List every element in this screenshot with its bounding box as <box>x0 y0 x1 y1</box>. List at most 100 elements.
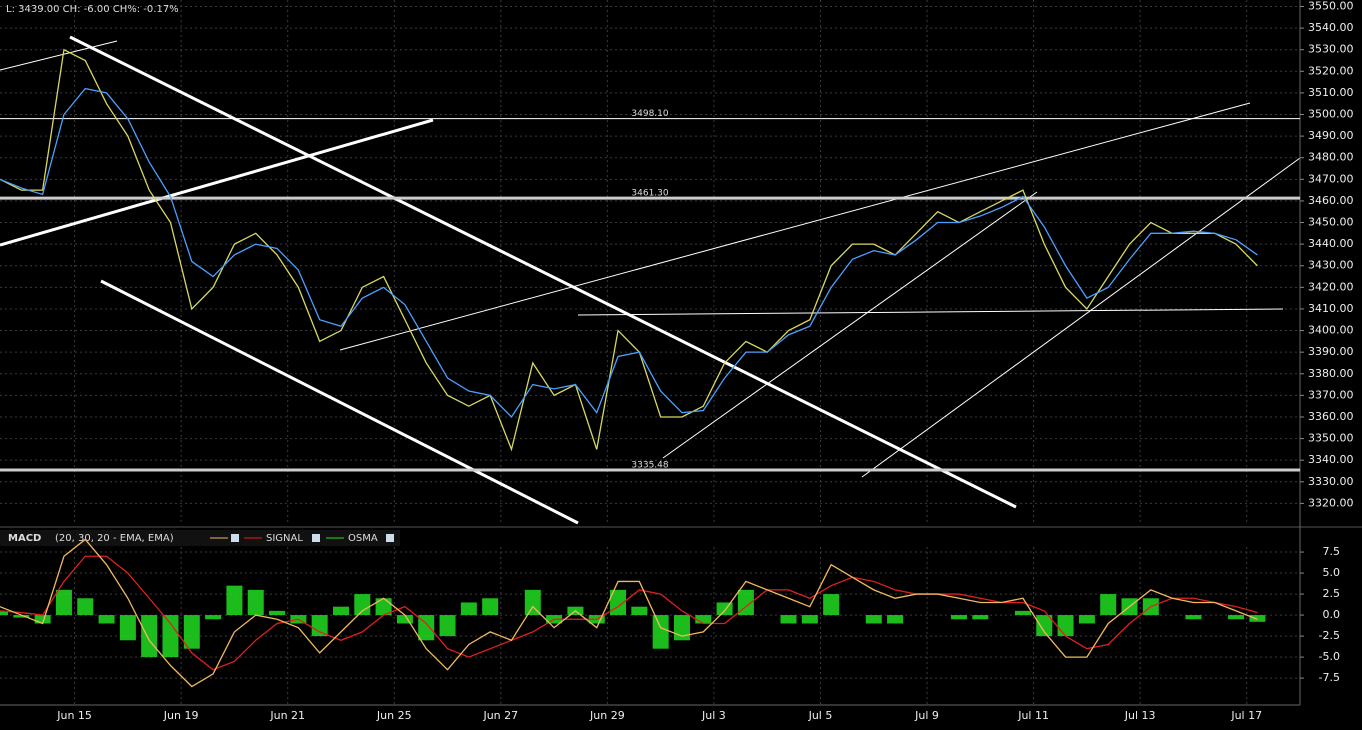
status-text: L: 3439.00 CH: -6.00 CH%: -0.17% <box>6 4 179 15</box>
y-tick-label: 3410.00 <box>1308 302 1354 315</box>
x-tick-label: Jul 17 <box>1230 709 1262 722</box>
osma-bar <box>183 615 200 649</box>
osma-bar <box>119 615 136 641</box>
legend-checkbox[interactable] <box>386 534 394 542</box>
legend-checkbox[interactable] <box>231 534 239 542</box>
y-tick-label: 3430.00 <box>1308 259 1354 272</box>
osma-bar <box>524 589 541 616</box>
osma-bar <box>695 615 712 624</box>
y-tick-label: 3330.00 <box>1308 475 1354 488</box>
series-line <box>0 555 1258 671</box>
y-tick-label: -5.0 <box>1319 650 1340 663</box>
x-tick-label: Jun 15 <box>56 709 92 722</box>
osma-bar <box>887 615 904 624</box>
series-line <box>0 87 1258 419</box>
osma-bar <box>55 589 72 616</box>
osma-bar <box>780 615 797 624</box>
legend-label: SIGNAL <box>266 533 303 544</box>
osma-bar <box>865 615 882 624</box>
indicator-title: MACD <box>8 533 41 544</box>
osma-bar <box>823 594 840 616</box>
y-tick-label: 3500.00 <box>1308 108 1354 121</box>
x-tick-label: Jul 9 <box>914 709 939 722</box>
osma-bar <box>34 615 51 624</box>
osma-bar <box>311 615 328 637</box>
x-tick-label: Jul 11 <box>1017 709 1049 722</box>
price-level-label: 3498.10 <box>631 109 668 119</box>
osma-bar <box>1100 594 1117 616</box>
legend-bar <box>0 530 400 546</box>
y-tick-label: 3510.00 <box>1308 86 1354 99</box>
osma-bar <box>205 615 222 620</box>
y-tick-label: 3450.00 <box>1308 216 1354 229</box>
series-line <box>0 48 1258 452</box>
osma-bar <box>1185 615 1202 620</box>
trend-line <box>0 40 118 71</box>
trend-line <box>339 102 1251 351</box>
y-tick-label: 5.0 <box>1323 566 1341 579</box>
osma-bar <box>652 615 669 649</box>
y-tick-label: 3360.00 <box>1308 410 1354 423</box>
y-tick-label: 3350.00 <box>1308 432 1354 445</box>
y-tick-label: 3390.00 <box>1308 345 1354 358</box>
osma-bar <box>460 602 477 616</box>
osma-bar <box>1249 615 1266 622</box>
osma-bar <box>737 589 754 616</box>
y-tick-label: -2.5 <box>1319 629 1340 642</box>
trend-line <box>662 191 1038 459</box>
y-tick-label: 3400.00 <box>1308 324 1354 337</box>
osma-bar <box>269 610 286 616</box>
trend-line <box>69 35 1017 509</box>
osma-bar <box>226 585 243 616</box>
osma-bar <box>354 594 371 616</box>
y-tick-label: 3460.00 <box>1308 194 1354 207</box>
osma-bar <box>801 615 818 624</box>
legend-checkbox[interactable] <box>312 534 320 542</box>
y-tick-label: 0.0 <box>1323 608 1341 621</box>
x-tick-label: Jun 21 <box>269 709 305 722</box>
osma-bar <box>141 615 158 658</box>
osma-bar <box>951 615 968 620</box>
y-tick-label: 3540.00 <box>1308 21 1354 34</box>
osma-bar <box>98 615 115 624</box>
osma-bar <box>396 615 413 624</box>
x-tick-label: Jun 27 <box>482 709 518 722</box>
trend-line <box>861 157 1301 478</box>
y-tick-label: 3490.00 <box>1308 129 1354 142</box>
legend-label: OSMA <box>348 533 378 544</box>
y-tick-label: 7.5 <box>1323 545 1341 558</box>
osma-bar <box>1057 615 1074 637</box>
y-tick-label: 3470.00 <box>1308 172 1354 185</box>
x-tick-label: Jul 13 <box>1124 709 1156 722</box>
trend-line <box>0 118 434 247</box>
series-line <box>0 538 1258 688</box>
x-tick-label: Jun 29 <box>589 709 625 722</box>
trend-line <box>100 279 579 525</box>
y-tick-label: 3340.00 <box>1308 453 1354 466</box>
price-level-label: 3461.30 <box>631 189 668 199</box>
x-tick-label: Jun 25 <box>376 709 412 722</box>
x-tick-label: Jun 19 <box>163 709 199 722</box>
y-tick-label: 3480.00 <box>1308 151 1354 164</box>
osma-bar <box>631 606 648 616</box>
osma-bar <box>716 602 733 616</box>
price-level-label: 3335.48 <box>631 460 668 470</box>
osma-bar <box>375 598 392 616</box>
x-tick-label: Jul 3 <box>701 709 726 722</box>
osma-bar <box>332 606 349 616</box>
osma-bar <box>247 589 264 616</box>
osma-bar <box>1228 615 1245 620</box>
y-tick-label: 3550.00 <box>1308 0 1354 12</box>
indicator-params: (20, 30, 20 - EMA, EMA) <box>55 533 174 544</box>
osma-bar <box>439 615 456 637</box>
osma-bar <box>972 615 989 620</box>
y-tick-label: 2.5 <box>1323 587 1341 600</box>
osma-bar <box>13 615 30 618</box>
trend-line <box>577 308 1284 316</box>
osma-bar <box>418 615 435 641</box>
x-tick-label: Jul 5 <box>808 709 833 722</box>
osma-bar <box>1036 615 1053 637</box>
osma-bar <box>482 598 499 616</box>
osma-bar <box>77 598 94 616</box>
